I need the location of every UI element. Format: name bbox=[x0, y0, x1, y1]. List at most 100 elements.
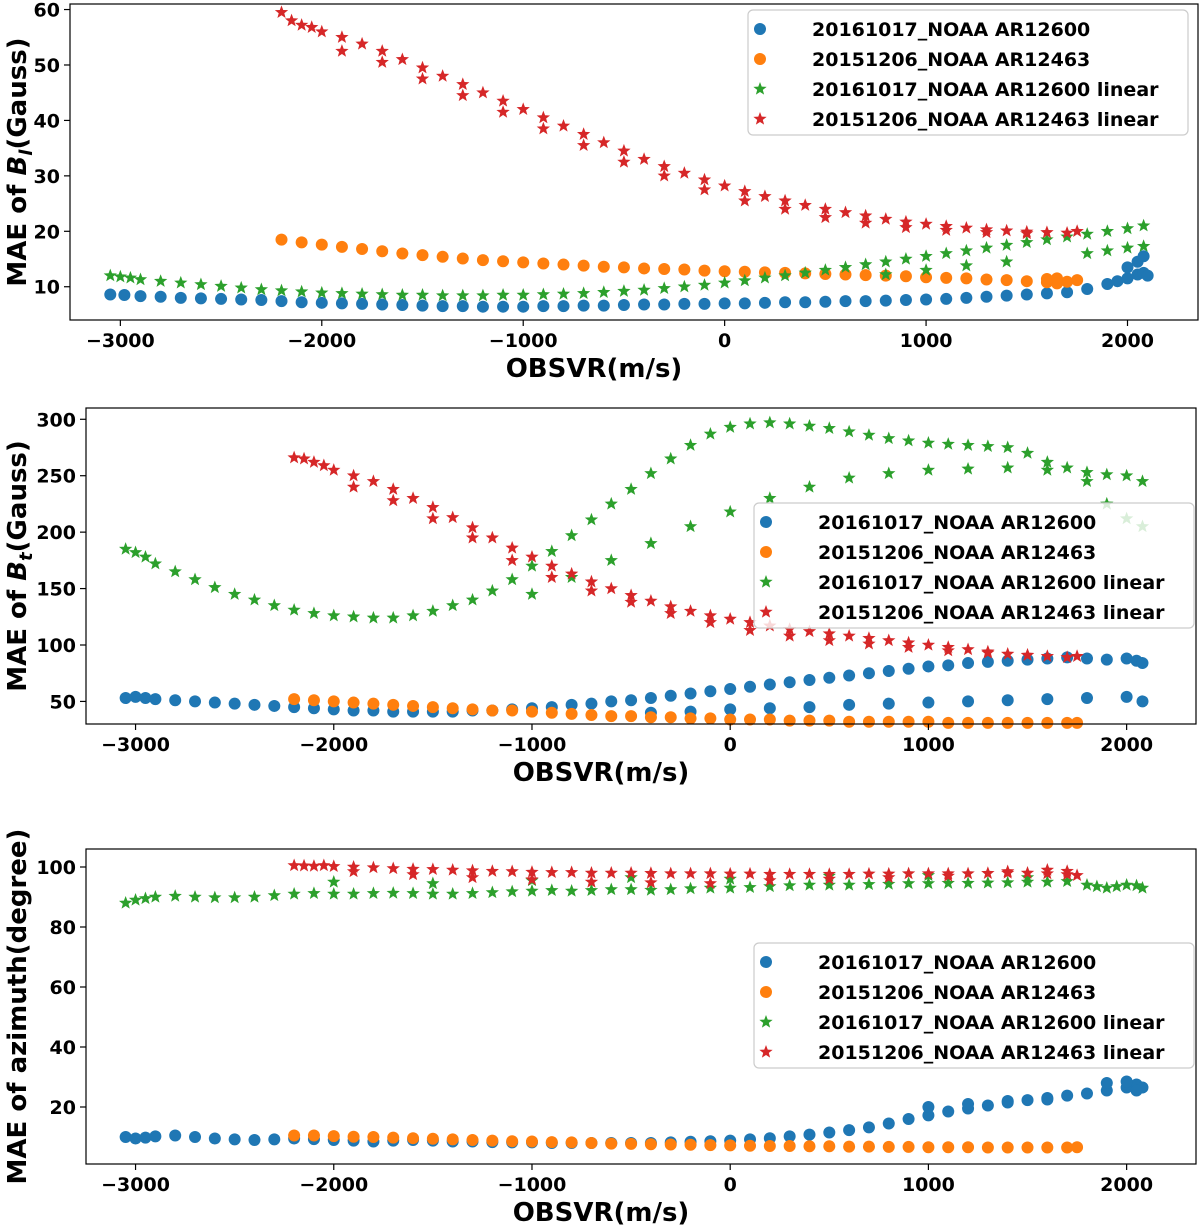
data-point-circle bbox=[149, 693, 162, 706]
data-point-star bbox=[525, 559, 539, 572]
data-point-star bbox=[763, 879, 777, 893]
data-point-star bbox=[247, 890, 262, 903]
legend-entry: 20151206_NOAA AR12463 bbox=[760, 542, 1096, 564]
data-point-circle bbox=[416, 299, 429, 312]
legend-entry: 20161017_NOAA AR12600 bbox=[760, 512, 1096, 534]
data-point-star bbox=[287, 887, 301, 900]
legend-label: 20151206_NOAA AR12463 bbox=[818, 542, 1096, 564]
data-point-circle bbox=[215, 292, 228, 305]
data-point-circle bbox=[942, 716, 955, 729]
data-point-circle bbox=[119, 692, 132, 705]
data-point-star bbox=[415, 60, 430, 74]
data-point-star bbox=[128, 545, 143, 559]
legend-label: 20151206_NOAA AR12463 bbox=[818, 982, 1096, 1004]
data-point-circle bbox=[843, 698, 856, 711]
data-point-circle bbox=[605, 710, 618, 723]
data-point-circle bbox=[597, 299, 610, 312]
data-point-circle bbox=[139, 692, 152, 705]
data-point-star bbox=[723, 866, 737, 880]
data-point-circle bbox=[922, 1101, 935, 1113]
data-point-star bbox=[1040, 463, 1054, 476]
data-point-circle bbox=[882, 1117, 895, 1130]
data-point-star bbox=[346, 864, 361, 878]
data-points bbox=[118, 415, 1150, 729]
data-point-star bbox=[1100, 243, 1115, 257]
legend-label: 20151206_NOAA AR12463 linear bbox=[812, 109, 1159, 131]
data-point-circle bbox=[617, 299, 630, 312]
data-point-circle bbox=[189, 695, 202, 708]
y-tick-label: 250 bbox=[36, 466, 76, 488]
data-point-star bbox=[1120, 221, 1135, 235]
data-point-circle bbox=[174, 291, 187, 304]
data-point-star bbox=[1136, 239, 1151, 252]
data-point-star bbox=[536, 287, 551, 301]
data-point-circle bbox=[862, 715, 875, 728]
data-point-circle bbox=[1020, 275, 1033, 288]
data-point-circle bbox=[275, 295, 288, 308]
legend-marker bbox=[759, 1015, 773, 1028]
data-points bbox=[118, 858, 1150, 1154]
data-point-circle bbox=[506, 1135, 519, 1148]
data-point-circle bbox=[446, 702, 459, 715]
data-point-star bbox=[802, 867, 817, 880]
data-point-star bbox=[294, 18, 309, 31]
data-point-circle bbox=[1137, 250, 1150, 263]
data-point-star bbox=[624, 595, 638, 608]
data-point-star bbox=[327, 887, 341, 900]
data-point-star bbox=[1020, 875, 1035, 888]
data-point-circle bbox=[1130, 1084, 1143, 1097]
x-tick-label: −2000 bbox=[299, 734, 368, 756]
legend-marker bbox=[760, 956, 772, 968]
data-point-star bbox=[798, 265, 812, 279]
data-point-star bbox=[1119, 878, 1134, 891]
data-point-circle bbox=[208, 696, 221, 709]
data-point-circle bbox=[376, 298, 389, 311]
data-point-circle bbox=[980, 290, 993, 303]
data-point-star bbox=[838, 260, 853, 273]
data-point-circle bbox=[565, 698, 578, 711]
data-point-star bbox=[899, 252, 913, 265]
data-point-star bbox=[584, 866, 599, 879]
y-axis-label-symbol: B bbox=[3, 561, 33, 581]
data-point-circle bbox=[744, 1139, 757, 1152]
data-point-circle bbox=[658, 298, 671, 311]
data-point-star bbox=[778, 268, 792, 282]
x-tick-label: 0 bbox=[718, 330, 731, 352]
data-point-circle bbox=[902, 715, 915, 728]
data-point-star bbox=[1119, 468, 1134, 482]
data-point-star bbox=[921, 866, 936, 880]
data-point-star bbox=[465, 870, 480, 884]
data-point-circle bbox=[169, 694, 182, 707]
data-point-circle bbox=[497, 255, 510, 268]
data-point-circle bbox=[738, 265, 751, 278]
data-point-star bbox=[664, 866, 678, 880]
data-point-star bbox=[1001, 460, 1015, 474]
data-point-star bbox=[525, 865, 539, 878]
y-tick-label: 60 bbox=[50, 977, 76, 999]
data-point-star bbox=[778, 193, 792, 207]
data-point-star bbox=[879, 212, 893, 225]
legend: 20161017_NOAA AR12600 20151206_NOAA AR124… bbox=[747, 9, 1189, 136]
data-point-circle bbox=[744, 680, 757, 693]
data-point-star bbox=[174, 275, 188, 289]
data-point-star bbox=[743, 623, 757, 636]
data-point-circle bbox=[625, 710, 638, 723]
data-point-star bbox=[818, 210, 833, 224]
data-point-circle bbox=[335, 240, 348, 253]
data-point-star bbox=[901, 876, 916, 890]
data-point-circle bbox=[517, 300, 530, 313]
data-point-star bbox=[375, 287, 389, 301]
data-point-star bbox=[604, 496, 618, 510]
data-point-circle bbox=[980, 273, 993, 286]
data-point-circle bbox=[288, 693, 301, 706]
data-point-star bbox=[664, 599, 678, 613]
y-tick-label: 40 bbox=[50, 1037, 76, 1059]
data-point-circle bbox=[718, 297, 731, 310]
data-point-star bbox=[677, 279, 692, 293]
legend-label: 20161017_NOAA AR12600 linear bbox=[818, 572, 1165, 594]
data-point-circle bbox=[783, 714, 796, 727]
data-point-star bbox=[637, 283, 651, 296]
data-point-star bbox=[1070, 224, 1084, 237]
data-point-star bbox=[1020, 446, 1035, 459]
y-axis-label-suffix: (Gauss) bbox=[3, 37, 33, 149]
